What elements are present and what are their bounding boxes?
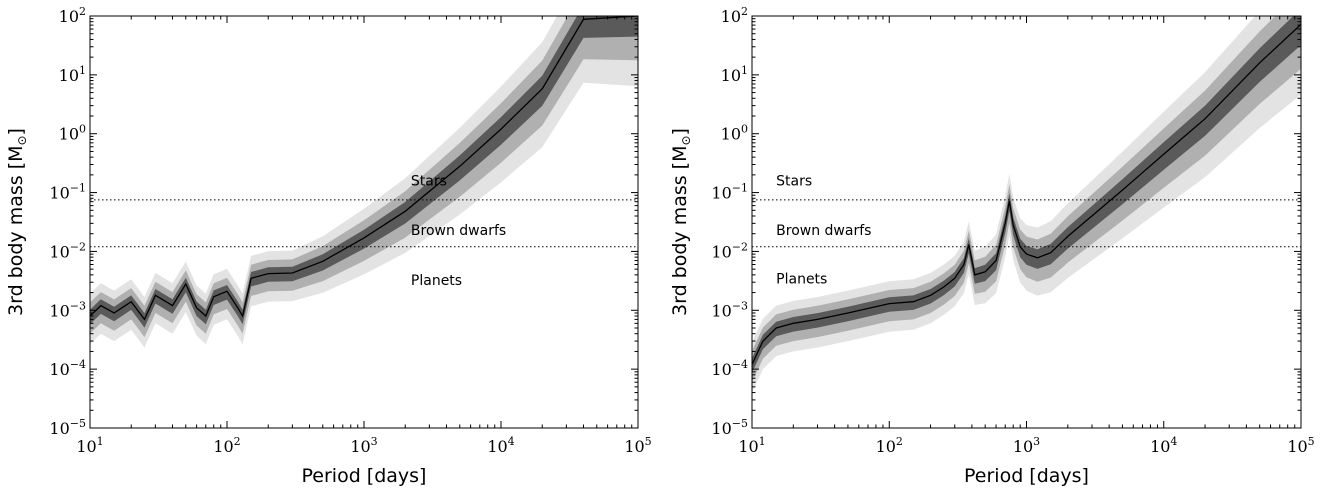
y-tick-label: 10−2: [711, 240, 748, 261]
band-middle: [752, 16, 1301, 383]
region-label: Brown dwarfs: [776, 223, 871, 239]
median-line: [752, 23, 1301, 365]
x-tick-label: 103: [1013, 435, 1040, 456]
y-tick-label: 101: [721, 64, 748, 85]
y-tick-label: 100: [59, 123, 86, 144]
region-label: Stars: [776, 174, 812, 190]
x-axis-label: Period [days]: [302, 465, 427, 487]
y-axis-label: 3rd body mass [M⊙]: [5, 128, 29, 316]
y-tick-label: 10−1: [49, 182, 86, 203]
y-tick-label: 10−2: [49, 240, 86, 261]
y-tick-label: 100: [721, 123, 748, 144]
region-label: Stars: [411, 174, 447, 190]
y-tick-label: 102: [59, 5, 86, 26]
y-tick-label: 102: [721, 5, 748, 26]
y-tick-label: 10−5: [49, 417, 86, 438]
region-label: Brown dwarfs: [411, 223, 506, 239]
x-tick-label: 101: [738, 435, 765, 456]
y-tick-label: 10−1: [711, 182, 748, 203]
y-tick-label: 10−4: [711, 358, 748, 379]
y-tick-label: 10−5: [711, 417, 748, 438]
y-tick-label: 10−3: [711, 299, 748, 320]
x-tick-label: 104: [1150, 435, 1177, 456]
region-label: Planets: [776, 271, 827, 287]
band-outer: [752, 16, 1301, 393]
region-label: Planets: [411, 273, 462, 289]
x-tick-label: 105: [1287, 435, 1314, 456]
x-tick-label: 103: [350, 435, 377, 456]
x-axis-label: Period [days]: [964, 465, 1089, 487]
median-line: [90, 16, 638, 321]
x-tick-label: 102: [213, 435, 240, 456]
y-tick-label: 10−4: [49, 358, 86, 379]
chart-panel-2: Stars Brown dwarfs Planets 101 102 103 104 105 1…: [669, 5, 1315, 487]
chart-panel-1: Stars Brown dwarfs Planets 101 102 103 104 105 1…: [5, 5, 652, 487]
y-axis-label: 3rd body mass [M⊙]: [669, 128, 693, 316]
x-tick-label: 102: [876, 435, 903, 456]
band-outer: [90, 16, 638, 348]
x-tick-label: 105: [624, 435, 651, 456]
x-tick-label: 104: [487, 435, 514, 456]
y-tick-label: 10−3: [49, 299, 86, 320]
x-tick-label: 101: [76, 435, 103, 456]
y-tick-label: 101: [59, 64, 86, 85]
band-middle: [90, 16, 638, 338]
